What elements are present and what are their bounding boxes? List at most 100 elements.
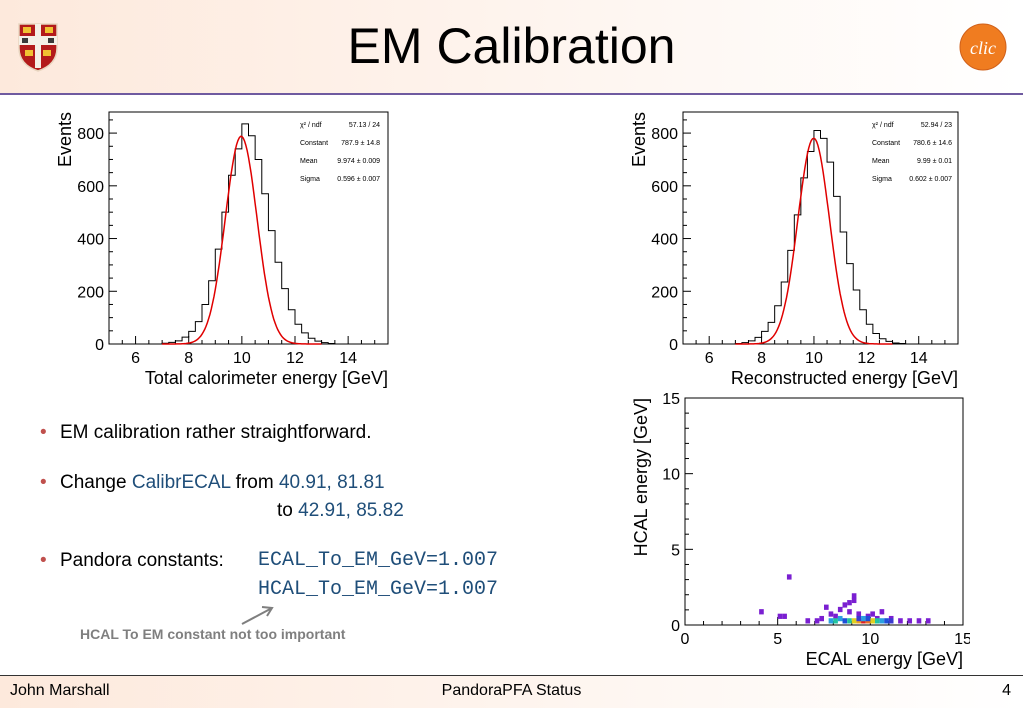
heatmap-cell [865,615,871,622]
heatmap-cell [851,593,857,599]
histogram-total-calorimeter-energy: 6 8 10 12 14 0 200 400 600 800 χ² / ndf 57.13 / 24 C… [55,111,389,388]
x-tick-label: 12 [286,350,304,367]
annotation-arrow [241,606,274,625]
footer-rule [0,675,1023,676]
bullet-2-prefix: Change [60,472,132,493]
heatmap-cell [870,618,875,624]
heatmap-cell [828,618,834,624]
plot-frame [108,111,389,345]
heatmap-cell [814,618,820,624]
y-axis-label: Events [629,112,649,167]
y-tick-label: 15 [662,391,680,408]
x-tick-label: 5 [773,631,782,648]
heatmap-cell [833,613,838,619]
y-tick-label: 0 [669,337,678,354]
heatmap-cell [847,600,852,606]
heatmap-cell [833,618,838,624]
stats-value: 52.94 / 23 [921,122,952,129]
heatmap-cell [916,618,922,624]
stats-label: Constant [872,140,900,147]
x-tick-label: 12 [857,350,875,367]
x-tick-label: 8 [757,350,766,367]
stats-value: 780.6 ± 14.6 [913,140,952,147]
cambridge-crest-logo [18,23,58,72]
y-tick-label: 200 [651,284,678,301]
heatmap-cell [884,618,889,624]
y-tick-label: 5 [671,542,680,559]
slide-number: 4 [1002,682,1011,699]
heatmap-cell [870,611,875,617]
heatmap-cell [828,611,834,617]
y-tick-label: 0 [671,618,680,635]
heatmap-cell [837,606,843,613]
x-tick-label: 10 [805,350,823,367]
plot-frame [682,111,959,345]
bullet-2-to: to [277,500,299,521]
to-values: 42.91, 85.82 [298,500,404,521]
stats-label: Mean [872,158,890,165]
bullet-3: • Pandora constants: [40,550,224,572]
heatmap-cell [777,613,783,619]
bullet-3-prefix: Pandora constants: [60,550,224,571]
y-tick-label: 600 [651,179,678,196]
heatmap-cell [856,611,862,617]
x-tick-label: 14 [910,350,928,367]
bullet-2: • Change CalibrECAL from 40.91, 81.81 [40,472,385,494]
stats-label: χ² / ndf [300,122,322,129]
y-tick-label: 200 [77,284,104,301]
bullet-2-from: from [230,472,279,493]
bullet-dot: • [40,422,47,443]
stats-value: 9.974 ± 0.009 [337,158,380,165]
x-tick-label: 15 [954,631,970,648]
hcal-note: HCAL To EM constant not too important [80,626,346,642]
footer-author: John Marshall [10,682,110,699]
stats-label: Mean [300,158,318,165]
heatmap-cell [847,609,852,615]
x-axis-label: Total calorimeter energy [GeV] [145,368,388,388]
x-tick-label: 6 [705,350,714,367]
stats-value: 0.596 ± 0.007 [337,176,380,183]
heatmap-cell [907,618,913,624]
heatmap-cell [879,609,885,615]
histogram-series [161,123,336,344]
heatmap-cell [861,615,866,622]
heatmap-cell [888,618,894,624]
hcal-constant: HCAL_To_EM_GeV=1.007 [258,578,499,601]
heatmap-cell [874,618,880,624]
y-tick-label: 400 [651,232,678,249]
plot-frame [684,397,964,626]
gaussian-fit-line [162,135,322,345]
from-values: 40.91, 81.81 [278,472,385,493]
heatmap-cell [879,618,885,624]
stats-value: 787.9 ± 14.8 [341,140,380,147]
svg-text:clic: clic [970,38,996,58]
slide-title: EM Calibration [347,18,676,74]
x-tick-label: 10 [861,631,879,648]
stats-value: 57.13 / 24 [349,122,380,129]
clic-logo: clic [959,23,1007,71]
heatmap-cell [759,609,764,615]
bullet-1-text: EM calibration rather straightforward. [60,422,372,443]
histogram-series [734,129,907,344]
heatmap-cell [925,618,931,624]
bullet-dot: • [40,472,47,493]
slide-header [0,0,1023,93]
stats-value: 0.602 ± 0.007 [909,176,952,183]
heatmap-cell [842,618,848,624]
x-axis-label: ECAL energy [GeV] [806,649,963,669]
gaussian-fit-line [735,137,893,345]
heatmap-cell [842,602,848,608]
heatmap-cell [786,574,792,580]
y-axis-label: Events [55,112,75,167]
heatmap-cell [898,618,903,624]
stats-value: 9.99 ± 0.01 [917,158,952,165]
y-tick-label: 400 [77,232,104,249]
y-tick-label: 800 [77,126,104,143]
heatmap-cell [819,615,824,622]
heatmap-cell [851,597,857,604]
x-axis-label: Reconstructed energy [GeV] [731,368,958,388]
y-tick-label: 800 [651,126,678,143]
x-tick-label: 14 [339,350,357,367]
calibrecal-param: CalibrECAL [131,472,231,493]
